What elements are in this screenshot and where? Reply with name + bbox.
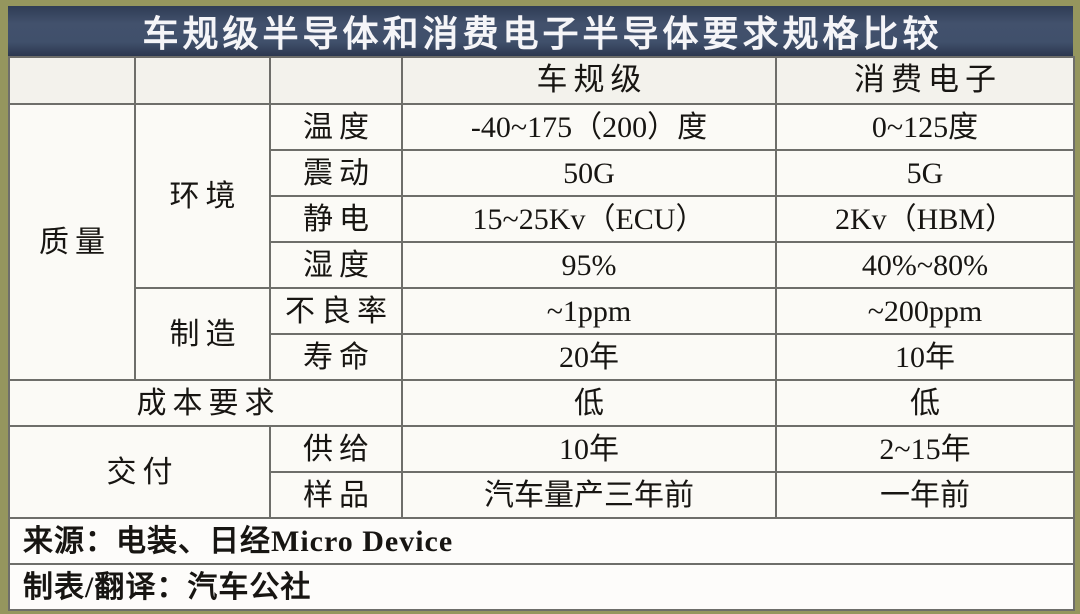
item-lifespan: 寿命: [269, 333, 403, 381]
value-consumer-cost: 低: [775, 379, 1075, 427]
header-row: 车规级 消费电子: [8, 56, 1075, 105]
value-automotive-temperature: -40~175（200）度: [401, 103, 777, 151]
column-header-automotive: 车规级: [401, 56, 777, 105]
table-row-lifespan: 寿命 20年 10年: [9, 333, 1075, 381]
table-row-humidity: 湿度 95% 40%~80%: [9, 241, 1075, 289]
value-automotive-supply: 10年: [401, 425, 777, 473]
credit-note: 制表/翻译：汽车公社: [8, 563, 1075, 611]
table-row-vibration: 震动 50G 5G: [9, 149, 1075, 197]
value-consumer-sample: 一年前: [775, 471, 1075, 519]
item-defect-rate: 不良率: [269, 287, 403, 335]
value-automotive-lifespan: 20年: [401, 333, 777, 381]
item-humidity: 湿度: [269, 241, 403, 289]
value-consumer-static: 2Kv（HBM）: [775, 195, 1075, 243]
item-static: 静电: [269, 195, 403, 243]
source-note: 来源：电装、日经Micro Device: [8, 517, 1075, 565]
table-row-supply: 交付 供给 10年 2~15年: [8, 425, 1075, 519]
value-automotive-cost: 低: [401, 379, 777, 427]
item-temperature: 温度: [269, 103, 403, 151]
group-cost: 成本要求: [8, 379, 403, 427]
value-automotive-static: 15~25Kv（ECU）: [401, 195, 777, 243]
table-title-bar: 车规级半导体和消费电子半导体要求规格比较: [8, 6, 1073, 56]
value-consumer-defect-rate: ~200ppm: [775, 287, 1075, 335]
group-delivery: 交付: [8, 425, 271, 519]
value-automotive-vibration: 50G: [401, 149, 777, 197]
table-row-cost: 成本要求 低 低: [8, 379, 1075, 427]
value-automotive-humidity: 95%: [401, 241, 777, 289]
column-header-consumer: 消费电子: [775, 56, 1075, 105]
value-consumer-humidity: 40%~80%: [775, 241, 1075, 289]
value-automotive-defect-rate: ~1ppm: [401, 287, 777, 335]
table-row-temperature: 质量 环境 温度 -40~175（200）度 0~125度: [8, 103, 1075, 381]
value-consumer-temperature: 0~125度: [775, 103, 1075, 151]
source-row: 来源：电装、日经Micro Device: [8, 517, 1075, 565]
table-row-sample: 样品 汽车量产三年前 一年前: [9, 471, 1075, 519]
value-automotive-sample: 汽车量产三年前: [401, 471, 777, 519]
item-vibration: 震动: [269, 149, 403, 197]
table-row-static: 静电 15~25Kv（ECU） 2Kv（HBM）: [9, 195, 1075, 243]
item-sample: 样品: [269, 471, 403, 519]
spec-comparison-table: 车规级 消费电子 质量 环境 温度 -40~175（200）度 0~125度 震…: [8, 56, 1075, 611]
table-title-text: 车规级半导体和消费电子半导体要求规格比较: [142, 14, 943, 54]
header-spacer-subcategory: [134, 56, 271, 105]
header-spacer-item: [269, 56, 403, 105]
table-row-defect-rate: 制造 不良率 ~1ppm ~200ppm: [9, 287, 1075, 381]
group-environment: 环境: [134, 103, 271, 289]
credit-row: 制表/翻译：汽车公社: [8, 563, 1075, 611]
value-consumer-supply: 2~15年: [775, 425, 1075, 473]
header-spacer-category: [8, 56, 136, 105]
group-quality: 质量: [8, 103, 136, 381]
group-manufacturing: 制造: [134, 287, 271, 381]
value-consumer-lifespan: 10年: [775, 333, 1075, 381]
value-consumer-vibration: 5G: [775, 149, 1075, 197]
item-supply: 供给: [269, 425, 403, 473]
